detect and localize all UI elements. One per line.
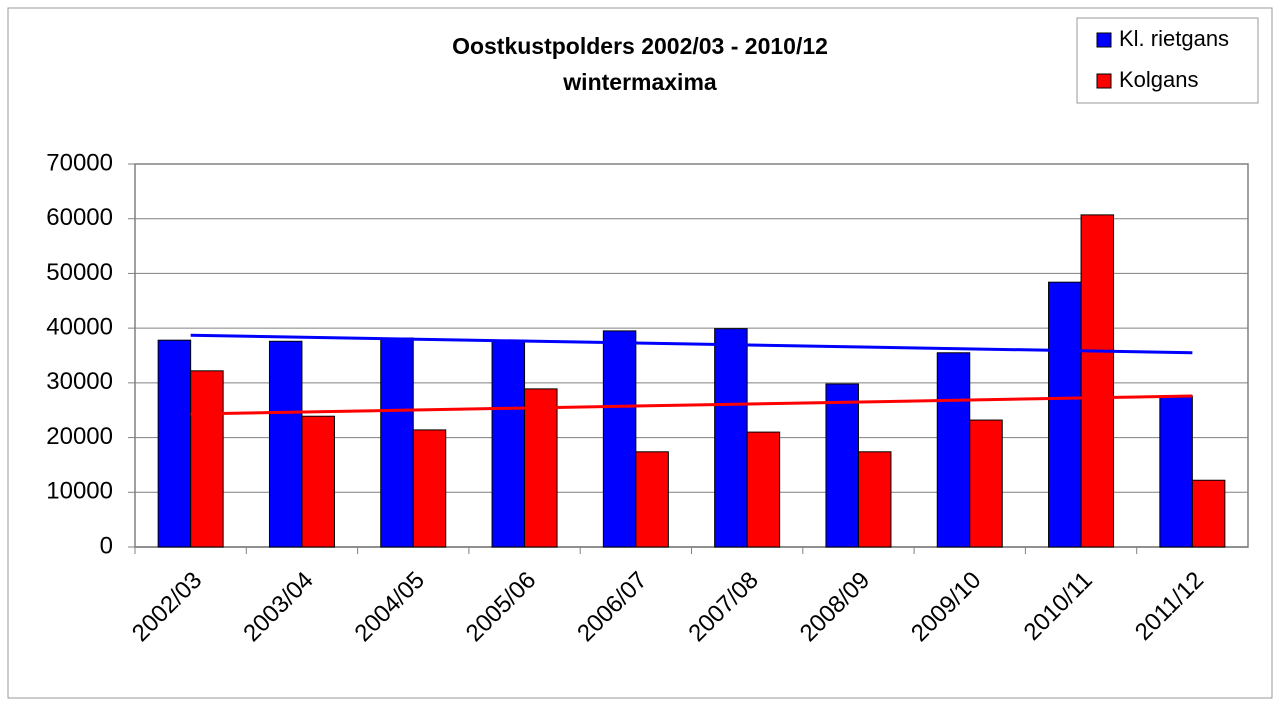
bar <box>746 431 781 548</box>
legend-label: Kl. rietgans <box>1119 26 1229 51</box>
y-tick-label: 60000 <box>46 204 113 231</box>
bar <box>635 451 669 548</box>
y-tick-label: 70000 <box>46 149 113 176</box>
bar <box>1048 281 1082 548</box>
y-tick-label: 10000 <box>46 478 113 505</box>
y-tick-label: 30000 <box>46 368 113 395</box>
bar <box>524 388 558 548</box>
bar <box>1159 395 1193 548</box>
bar <box>714 328 748 548</box>
trend-line <box>190 333 1193 355</box>
bar <box>380 337 414 548</box>
bar <box>857 451 892 548</box>
y-tick-label: 20000 <box>46 423 113 450</box>
y-tick-label: 40000 <box>46 313 113 340</box>
legend-box <box>1076 17 1259 104</box>
trend-line <box>190 394 1193 416</box>
bar <box>268 340 303 548</box>
y-tick-label: 0 <box>100 532 113 559</box>
bar <box>825 383 859 548</box>
y-tick-label: 50000 <box>46 259 113 286</box>
bar <box>602 330 637 548</box>
chart-subtitle: wintermaxima <box>562 69 717 95</box>
bar <box>969 419 1003 548</box>
bar <box>491 340 526 548</box>
legend-label: Kolgans <box>1119 67 1199 92</box>
legend-swatch <box>1096 73 1112 89</box>
bar <box>301 415 335 548</box>
chart-title: Oostkustpolders 2002/03 - 2010/12 <box>452 33 828 59</box>
bar <box>936 352 971 548</box>
bar <box>190 370 224 548</box>
bar <box>1080 214 1115 548</box>
bar <box>1191 479 1226 548</box>
legend-swatch <box>1096 32 1112 48</box>
bar <box>412 429 447 548</box>
bar <box>157 339 192 548</box>
